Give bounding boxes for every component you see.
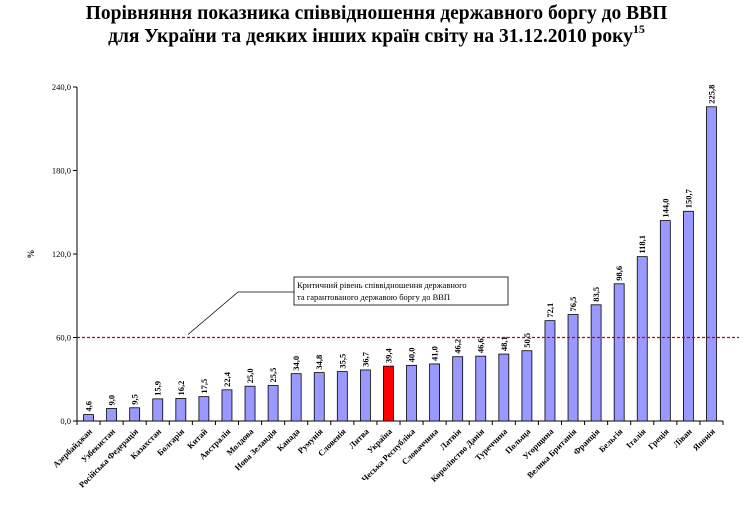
bar [498, 353, 510, 422]
bar [544, 320, 556, 422]
bar-value-label: 144,0 [660, 198, 670, 217]
title-footnote: 15 [632, 22, 645, 36]
bar-value-label: 72,1 [545, 303, 555, 318]
category-label: Японія [691, 426, 718, 453]
chart-title-line2: для України та деяких інших країн світу … [108, 26, 633, 47]
bar [129, 407, 141, 422]
bar [313, 372, 325, 422]
bar-value-label: 34,0 [291, 356, 301, 371]
bar-value-label: 150,7 [683, 188, 693, 208]
bar-value-label: 17,5 [199, 379, 209, 394]
bar [521, 350, 533, 422]
bar-value-label: 39,4 [383, 348, 393, 364]
bar [429, 363, 441, 422]
bar-value-label: 9,0 [107, 395, 117, 406]
bar-value-label: 76,5 [568, 297, 578, 312]
y-tick-label: 60,0 [56, 333, 71, 343]
y-tick-label: 180,0 [52, 166, 71, 176]
bar [267, 385, 279, 422]
chart-title: Порівняння показника співвідношення держ… [0, 2, 753, 48]
bar [336, 371, 348, 422]
bar-value-label: 50,5 [522, 333, 532, 348]
bar [83, 414, 94, 422]
bar-value-label: 15,9 [153, 381, 163, 396]
y-tick-label: 0,0 [60, 416, 71, 426]
category-label: Італія [624, 426, 648, 450]
bar [359, 369, 371, 422]
bar [221, 389, 233, 422]
bar-value-label: 41,0 [430, 346, 440, 361]
annotation-text-line1: Критичний рівень співвідношення державно… [297, 280, 467, 290]
bar-value-label: 9,5 [130, 394, 140, 405]
bar [244, 385, 256, 422]
bar-value-label: 225,8 [706, 85, 716, 104]
y-tick-label: 240,0 [52, 82, 71, 92]
bar-value-label: 46,6 [476, 338, 486, 353]
bar-value-label: 4,6 [84, 401, 94, 412]
bar-value-label: 25,5 [268, 368, 278, 383]
bar-value-label: 40,0 [407, 347, 417, 362]
y-axis-label: % [26, 250, 36, 259]
bar-value-label: 25,0 [245, 368, 255, 383]
chart-title-line2-wrap: для України та деяких інших країн світу … [0, 22, 753, 48]
bar [152, 398, 164, 422]
bar-value-label: 16,2 [176, 381, 186, 396]
bar-value-label: 118,1 [637, 235, 647, 254]
bar-value-label: 83,5 [591, 287, 601, 302]
bar-value-label: 46,2 [453, 339, 463, 354]
bar-value-label: 22,4 [222, 371, 232, 387]
bar [175, 398, 187, 422]
bar [452, 356, 464, 422]
bar [567, 314, 579, 422]
bar-value-label: 48,1 [499, 336, 509, 351]
bar-value-label: 98,6 [614, 266, 624, 281]
annotation-box [293, 276, 509, 306]
chart-title-line1: Порівняння показника співвідношення держ… [85, 3, 668, 24]
bar [682, 210, 694, 422]
bar [475, 355, 487, 422]
category-label: Бельгія [597, 426, 625, 454]
bar-value-label: 35,5 [337, 354, 347, 369]
bar [198, 396, 210, 422]
annotation-text-line2: та гарантованого державою боргу до ВВП [297, 292, 450, 302]
bar-value-label: 36,7 [360, 351, 370, 367]
bar [636, 256, 648, 422]
bar [406, 364, 417, 422]
bar [706, 106, 717, 422]
bar [590, 304, 602, 422]
annotation-callout-line [187, 291, 239, 335]
bar [659, 220, 671, 422]
y-tick-label: 120,0 [52, 249, 71, 259]
category-label: Греція [646, 426, 671, 451]
bar [383, 365, 394, 422]
bar-value-label: 34,8 [314, 355, 324, 370]
bar [106, 408, 118, 422]
bar [613, 283, 625, 422]
bar [290, 373, 302, 422]
